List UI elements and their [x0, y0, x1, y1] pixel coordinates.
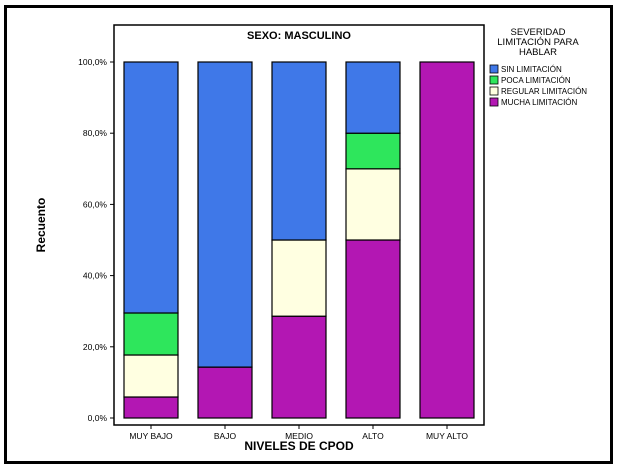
legend-swatch [489, 97, 499, 107]
legend-title-line: HABLAR [519, 47, 557, 58]
bar-segment [197, 61, 253, 368]
y-tick-label: 100,0% [78, 57, 107, 67]
legend-item-label: MUCHA LIMITACIÓN [501, 98, 578, 107]
bar-segment [345, 61, 401, 134]
legend-swatch [489, 75, 499, 85]
y-tick-label: 60,0% [83, 199, 108, 209]
chart-title: SEXO: MASCULINO [247, 30, 351, 42]
bar-segment [419, 61, 475, 419]
bar-segment [345, 239, 401, 419]
y-axis-title: Recuento [34, 198, 48, 253]
legend-item-label: POCA LIMITACIÓN [501, 76, 571, 85]
x-axis: MUY BAJO BAJO MEDIO ALTO MUY ALTO [129, 425, 468, 441]
y-tick-label: 40,0% [83, 271, 108, 281]
x-tick-label: BAJO [214, 431, 237, 441]
bar-segment [123, 396, 179, 419]
legend-swatch [489, 64, 499, 74]
bar-segment [197, 366, 253, 419]
x-axis-title: NIVELES DE CPOD [244, 439, 354, 453]
y-axis: 0,0% 20,0% 40,0% 60,0% 80,0% 100,0% [78, 57, 114, 423]
y-tick-label: 80,0% [83, 128, 108, 138]
bar-segment [123, 61, 179, 314]
chart-frame: SEXO: MASCULINO 0,0% 20,0% 40,0% 60,0% 80,0%… [4, 5, 613, 464]
x-tick-label: MEDIO [285, 431, 313, 441]
x-tick-label: MUY ALTO [426, 431, 468, 441]
legend-swatch [489, 86, 499, 96]
y-tick-label: 0,0% [88, 413, 108, 423]
bar-segment [271, 239, 327, 317]
y-tick-label: 20,0% [83, 342, 108, 352]
bar-segment [123, 312, 179, 356]
bars-group [123, 61, 475, 419]
legend-title-line: SEVERIDAD [511, 27, 566, 38]
legend-item-label: SIN LIMITACIÓN [501, 65, 562, 74]
bar-segment [271, 61, 327, 241]
legend-title-line: LIMITACIÓN PARA [497, 37, 579, 48]
x-tick-label: ALTO [362, 431, 384, 441]
stacked-bar-chart: SEXO: MASCULINO 0,0% 20,0% 40,0% 60,0% 80,0%… [34, 24, 587, 453]
bar-segment [123, 354, 179, 398]
bar-segment [345, 168, 401, 241]
bar-segment [271, 315, 327, 419]
legend-item-label: REGULAR LIMITACIÓN [501, 87, 587, 96]
x-tick-label: MUY BAJO [129, 431, 173, 441]
bar-segment [345, 132, 401, 170]
